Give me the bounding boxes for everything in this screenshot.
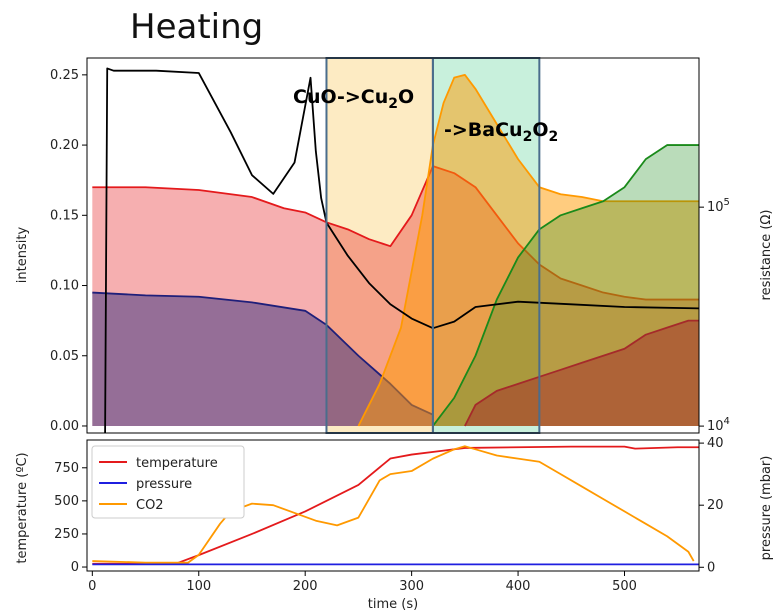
bottom-y2-tick-label: 20	[707, 498, 724, 513]
top-axis-ticks: 0.00 0.05 0.10 0.15 0.20 0.25 104 105	[50, 68, 730, 434]
top-axes-frame	[86, 57, 700, 434]
series-area-navy	[92, 292, 433, 426]
top-y-tick-label: 0.25	[50, 68, 79, 83]
top-y-tick-label: 0.10	[50, 279, 79, 294]
bottom-y-tick-label: 250	[54, 527, 79, 542]
legend-box	[91, 445, 245, 519]
bottom-y-tick-label: 500	[54, 494, 79, 509]
series-line-temperature	[92, 445, 699, 565]
bottom-y2-tick-label: 40	[707, 436, 724, 451]
x-tick-label: 400	[506, 579, 531, 594]
top-panel: 0.00 0.05 0.10 0.15 0.20 0.25 104 105 intensity…	[15, 57, 774, 434]
annotation-cuo-to-cu2o: CuO->Cu2O	[293, 86, 414, 112]
x-tick-label: 300	[399, 579, 424, 594]
x-tick-label: 100	[186, 579, 211, 594]
top-y2-axis-label: resistance (Ω)	[759, 210, 774, 301]
legend-label-CO2: CO2	[136, 498, 164, 513]
figure-title: Heating	[130, 7, 263, 47]
series-line-orange	[357, 73, 699, 427]
legend-label-pressure: pressure	[136, 477, 192, 492]
top-y-tick-label: 0.00	[50, 419, 79, 434]
series-line-green	[432, 144, 699, 427]
series-area-orange	[358, 74, 699, 426]
legend: temperature pressure CO2	[91, 445, 245, 519]
series-area-darkred	[464, 320, 699, 426]
x-tick-label: 0	[88, 579, 96, 594]
top-y-tick-label: 0.05	[50, 349, 79, 364]
x-tick-label: 200	[293, 579, 318, 594]
top-y2-tick-label: 104	[707, 416, 730, 434]
bottom-x-axis-label: time (s)	[368, 597, 418, 612]
series-line-darkred	[464, 319, 699, 427]
top-y2-tick-label: 105	[707, 197, 730, 215]
bottom-axis-ticks: 0 100 200 300 400 500 0 250 500 750 0 20 40	[54, 436, 723, 594]
top-y-axis-label: intensity	[15, 227, 30, 284]
top-y-tick-label: 0.20	[50, 138, 79, 153]
legend-label-temperature: temperature	[136, 456, 218, 471]
bottom-y2-tick-label: 0	[707, 560, 715, 575]
annotation-bacu2o2: ->BaCu2O2	[444, 119, 558, 145]
series-line-resistance	[104, 67, 700, 434]
bottom-y-tick-label: 0	[71, 560, 79, 575]
bottom-panel: 0 100 200 300 400 500 0 250 500 750 0 20 40 temperat…	[15, 436, 774, 612]
x-tick-label: 500	[612, 579, 637, 594]
bottom-y-axis-label: temperature (ºC)	[15, 452, 30, 563]
top-y-tick-label: 0.15	[50, 208, 79, 223]
bottom-y2-axis-label: pressure (mbar)	[759, 456, 774, 561]
top-plot-area	[92, 57, 700, 434]
bottom-y-tick-label: 750	[54, 461, 79, 476]
